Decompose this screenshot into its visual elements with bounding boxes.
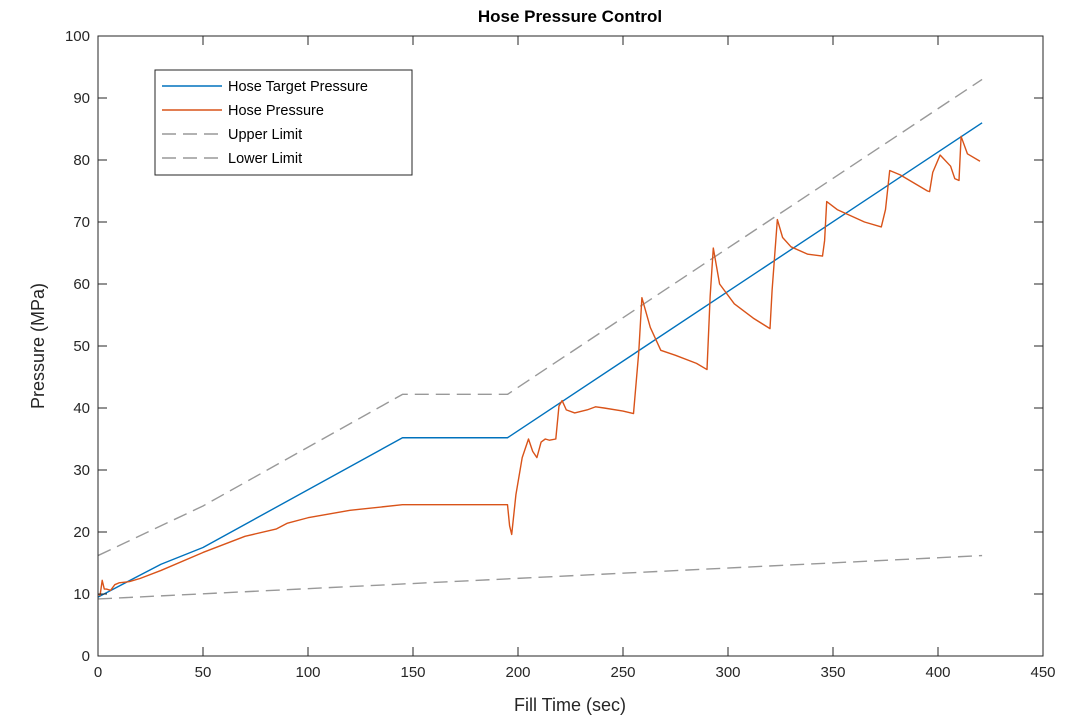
legend-box — [154, 69, 413, 176]
x-tick-label: 450 — [1030, 664, 1055, 681]
series-line-hose-target-pressure — [97, 122, 983, 598]
y-tick-label: 0 — [82, 648, 90, 665]
x-tick-label: 0 — [94, 664, 102, 681]
y-tick-label: 40 — [73, 400, 90, 417]
x-tick-label: 250 — [610, 664, 635, 681]
legend-label: Hose Target Pressure — [228, 79, 368, 95]
legend-label: Hose Pressure — [228, 103, 324, 119]
x-tick-label: 350 — [820, 664, 845, 681]
y-tick-label: 30 — [73, 462, 90, 479]
y-tick-label: 70 — [73, 214, 90, 231]
y-tick-label: 20 — [73, 524, 90, 541]
y-tick-label: 90 — [73, 90, 90, 107]
series-line-upper-limit — [97, 78, 983, 557]
y-tick-label: 100 — [65, 28, 90, 45]
y-tick-label: 10 — [73, 586, 90, 603]
legend-label: Upper Limit — [228, 127, 302, 143]
x-tick-label: 400 — [925, 664, 950, 681]
x-axis-title: Fill Time (sec) — [514, 695, 626, 715]
y-tick-label: 50 — [73, 338, 90, 355]
series-line-lower-limit — [97, 554, 983, 600]
x-tick-label: 50 — [195, 664, 212, 681]
x-tick-label: 300 — [715, 664, 740, 681]
legend: Hose Target Pressure Hose Pressure Upper L… — [154, 69, 413, 176]
y-tick-label: 80 — [73, 152, 90, 169]
series-line-hose-pressure — [97, 135, 981, 596]
x-tick-label: 200 — [505, 664, 530, 681]
y-tick-label: 60 — [73, 276, 90, 293]
x-tick-label: 150 — [400, 664, 425, 681]
x-tick-label: 100 — [295, 664, 320, 681]
legend-label: Lower Limit — [228, 151, 302, 167]
chart-title: Hose Pressure Control — [478, 7, 662, 26]
y-axis-title: Pressure (MPa) — [28, 283, 48, 409]
